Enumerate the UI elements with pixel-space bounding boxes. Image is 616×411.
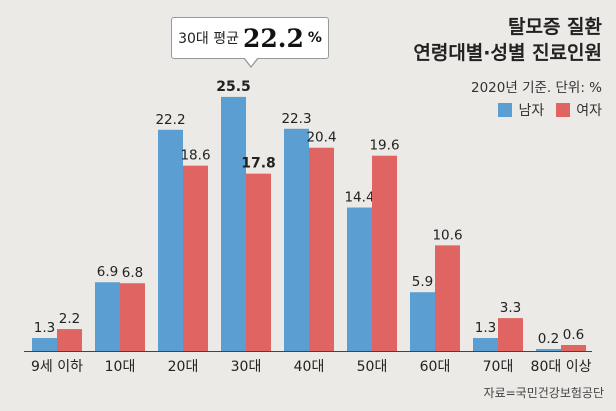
value-label-female-4: 20.4	[306, 130, 336, 146]
bar-female-5	[372, 155, 397, 351]
bar-female-4	[309, 147, 334, 351]
callout-value: 22.2	[242, 23, 304, 53]
chart-title-line1: 탈모증 질환	[507, 16, 602, 38]
bar-female-2	[183, 165, 208, 351]
value-label-male-8: 0.2	[538, 331, 559, 347]
value-label-female-1: 6.8	[122, 265, 143, 281]
callout-label: 30대 평균	[178, 31, 239, 47]
x-tick-label-6: 60대	[420, 359, 451, 375]
value-label-female-6: 10.6	[432, 227, 462, 243]
value-label-male-1: 6.9	[97, 264, 118, 280]
value-label-male-5: 14.4	[344, 190, 374, 206]
chart-title: 탈모증 질환 연령대별·성별 진료인원	[413, 14, 602, 66]
value-label-female-7: 3.3	[500, 300, 521, 316]
value-label-male-7: 1.3	[475, 320, 496, 336]
bar-female-6	[435, 245, 460, 351]
bar-male-0	[32, 338, 57, 351]
legend-label-female: 여자	[576, 103, 602, 119]
value-label-male-2: 22.2	[155, 112, 185, 128]
bar-male-7	[473, 338, 498, 351]
legend-swatch-female	[556, 103, 571, 117]
x-tick-label-2: 20대	[168, 359, 199, 375]
bar-male-3	[221, 96, 246, 352]
x-tick-label-0: 9세 이하	[31, 359, 83, 375]
x-tick-label-1: 10대	[105, 359, 136, 375]
bar-male-6	[410, 292, 435, 351]
x-tick-label-7: 70대	[483, 359, 514, 375]
x-tick-label-4: 40대	[294, 359, 325, 375]
chart-subtitle: 2020년 기준. 단위: %	[471, 80, 602, 96]
bar-female-1	[120, 283, 145, 351]
legend-label-male: 남자	[518, 103, 545, 119]
value-label-male-0: 1.3	[34, 320, 55, 336]
bar-female-0	[57, 329, 82, 351]
legend: 남자 여자	[498, 100, 602, 120]
value-label-female-2: 18.6	[180, 148, 210, 164]
legend-swatch-male	[498, 103, 513, 117]
value-label-male-4: 22.3	[281, 111, 311, 127]
callout-unit: %	[307, 30, 322, 46]
bar-male-5	[347, 207, 372, 351]
value-label-female-8: 0.6	[563, 327, 584, 343]
x-tick-label-3: 30대	[231, 359, 262, 375]
bar-female-3	[246, 173, 271, 351]
average-callout: 30대 평균 22.2 %	[171, 17, 329, 68]
bar-female-7	[498, 318, 523, 351]
bar-male-2	[158, 129, 183, 351]
value-label-male-6: 5.9	[412, 274, 433, 290]
bar-female-8	[561, 345, 586, 351]
chart-title-line2: 연령대별·성별 진료인원	[413, 42, 602, 64]
x-tick-label-5: 50대	[357, 359, 388, 375]
value-label-female-3: 17.8	[241, 156, 276, 172]
bar-male-1	[95, 282, 120, 351]
value-label-male-3: 25.5	[216, 79, 251, 95]
source-note: 자료=국민건강보험공단	[483, 386, 604, 400]
bar-male-4	[284, 128, 309, 351]
value-label-female-5: 19.6	[369, 138, 399, 154]
value-label-female-0: 2.2	[59, 311, 80, 327]
bar-male-8	[536, 349, 561, 351]
x-tick-label-8: 80대 이상	[531, 359, 592, 375]
